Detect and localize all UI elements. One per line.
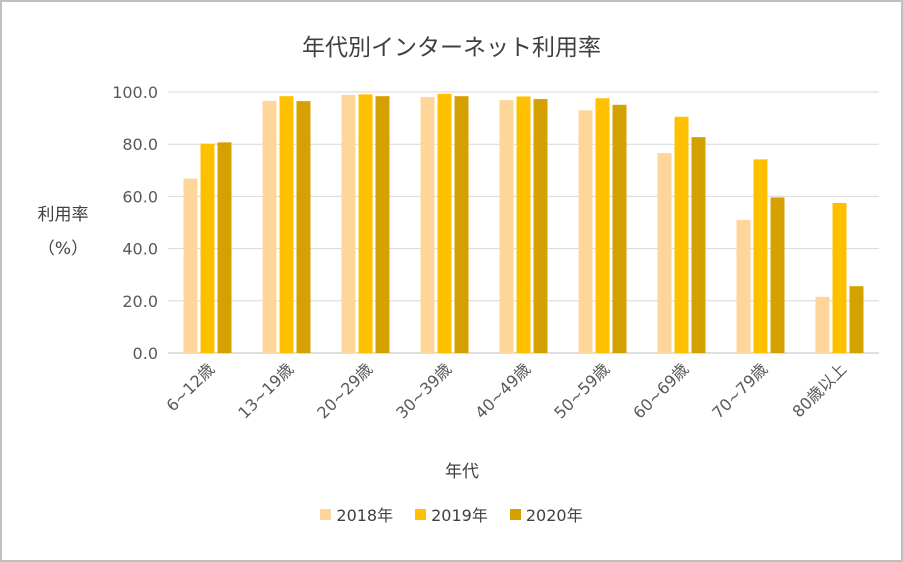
bar: [183, 178, 198, 353]
x-tick-label: 70~79歳: [708, 359, 771, 422]
x-tick-label: 80歳以上: [789, 359, 851, 421]
legend-item: 2019年: [415, 502, 488, 526]
bar: [770, 197, 785, 353]
y-axis-label-line1: 利用率: [37, 205, 89, 225]
chart-title: 年代別インターネット利用率: [302, 35, 601, 61]
bar: [753, 159, 768, 353]
legend-label: 2020年: [525, 506, 583, 525]
bar: [279, 96, 294, 354]
legend-swatch: [320, 508, 332, 520]
y-tick-label: 100.0: [112, 83, 158, 102]
y-tick-label: 80.0: [122, 135, 158, 154]
bar: [674, 116, 689, 353]
bar: [437, 93, 452, 354]
x-tick-label: 20~29歳: [313, 359, 376, 422]
x-tick-label: 40~49歳: [471, 359, 534, 422]
bar: [420, 96, 435, 354]
bar: [375, 96, 390, 354]
legend: 2018年 2019年 2020年: [2, 502, 901, 526]
legend-swatch: [509, 508, 521, 520]
bar: [832, 202, 847, 353]
legend-label: 2018年: [336, 506, 394, 525]
legend-item: 2020年: [509, 502, 583, 526]
bar: [736, 219, 751, 353]
bar: [612, 104, 627, 353]
bar: [516, 96, 531, 353]
y-tick-label: 0.0: [133, 344, 158, 363]
bar: [499, 100, 514, 353]
bar: [595, 98, 610, 353]
x-tick-label: 13~19歳: [234, 359, 297, 422]
y-axis-label-line2: （%）: [37, 239, 89, 259]
y-tick-label: 40.0: [122, 240, 158, 259]
legend-item: 2018年: [320, 502, 393, 526]
legend-swatch: [415, 508, 427, 520]
x-tick-label: 50~59歳: [550, 359, 613, 422]
y-tick-label: 60.0: [122, 187, 158, 206]
bar: [262, 100, 277, 354]
x-tick-label: 30~39歳: [392, 359, 455, 422]
bar: [578, 110, 593, 354]
legend-label: 2019年: [431, 506, 488, 525]
bar: [358, 94, 373, 353]
bar: [691, 137, 706, 353]
bar: [341, 94, 356, 353]
bar: [849, 286, 864, 353]
bar: [454, 96, 469, 354]
bar: [815, 296, 830, 353]
bar: [200, 143, 215, 353]
bar: [296, 101, 311, 353]
y-tick-label: 20.0: [122, 292, 158, 311]
bar: [533, 99, 548, 353]
x-tick-label: 6~12歳: [163, 359, 219, 415]
bar: [657, 153, 672, 353]
y-axis-label: 利用率 （%）: [28, 198, 98, 266]
x-axis-label: 年代: [445, 462, 479, 482]
x-tick-label: 60~69歳: [629, 359, 692, 422]
bar: [217, 142, 232, 353]
